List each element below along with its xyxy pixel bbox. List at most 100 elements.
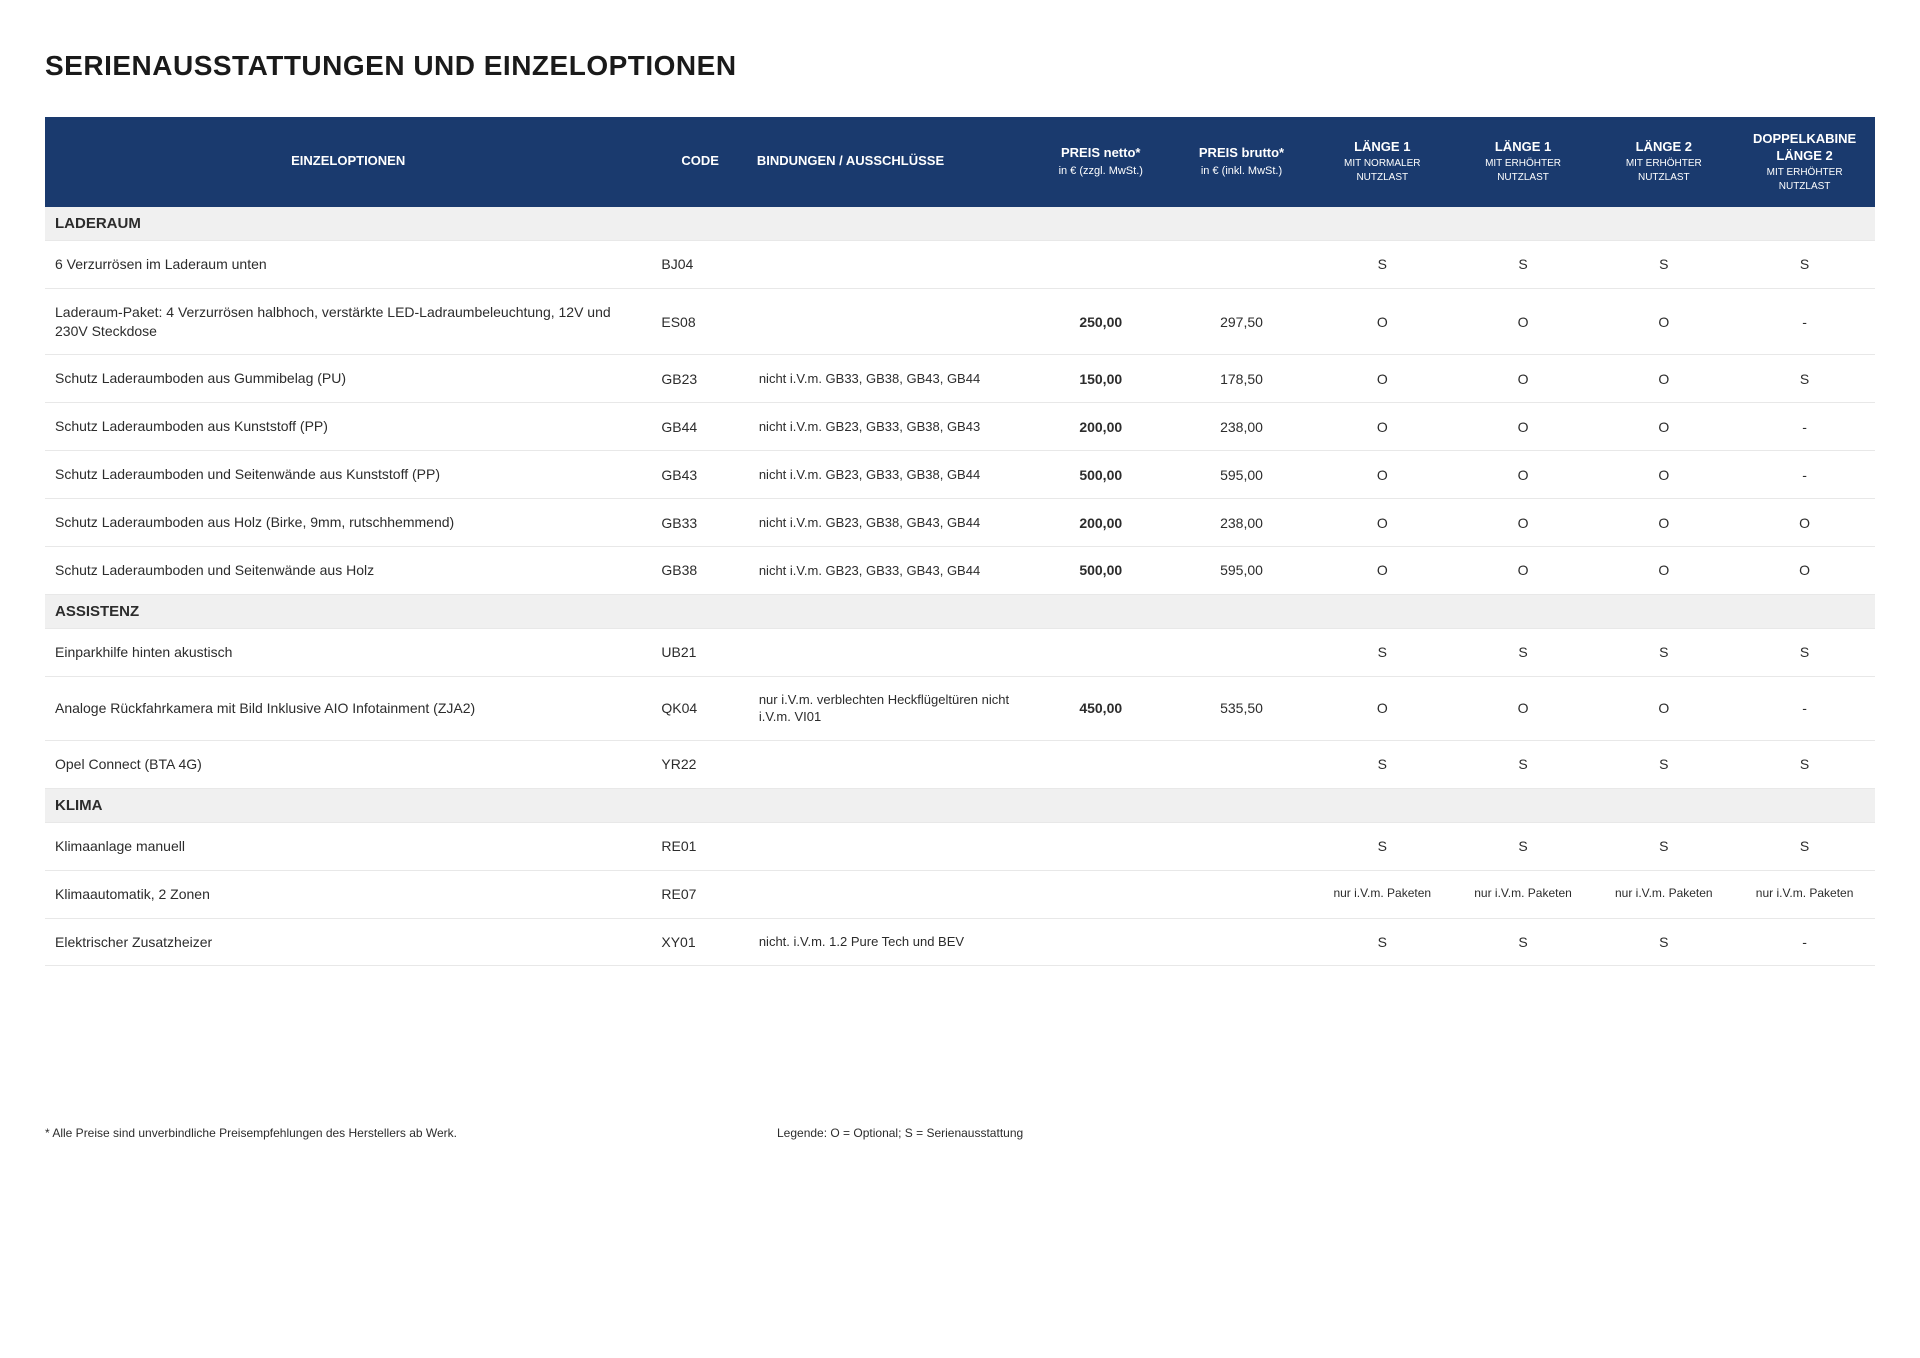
table-body: LADERAUM6 Verzurrösen im Laderaum untenB… xyxy=(45,207,1875,966)
cell-bind xyxy=(749,628,1031,676)
table-row: Opel Connect (BTA 4G)YR22SSSS xyxy=(45,740,1875,788)
section-title: LADERAUM xyxy=(45,207,1875,241)
table-header: EINZELOPTIONEN CODE BINDUNGEN / AUSSCHLÜ… xyxy=(45,117,1875,207)
cell-v4: O xyxy=(1734,547,1875,595)
cell-v2: S xyxy=(1453,240,1594,288)
th-laenge1-normal: LÄNGE 1 MIT NORMALER NUTZLAST xyxy=(1312,117,1453,207)
cell-v4: S xyxy=(1734,628,1875,676)
cell-bind xyxy=(749,822,1031,870)
section-header: KLIMA xyxy=(45,788,1875,822)
footer: * Alle Preise sind unverbindliche Preise… xyxy=(45,1126,1875,1140)
cell-name: Analoge Rückfahrkamera mit Bild Inklusiv… xyxy=(45,676,651,740)
cell-v2: S xyxy=(1453,918,1594,966)
th-preis-brutto: PREIS brutto* in € (inkl. MwSt.) xyxy=(1171,117,1312,207)
cell-v4: O xyxy=(1734,499,1875,547)
cell-bind: nicht i.V.m. GB23, GB33, GB38, GB44 xyxy=(749,451,1031,499)
section-title: ASSISTENZ xyxy=(45,594,1875,628)
cell-netto xyxy=(1030,822,1171,870)
options-table: EINZELOPTIONEN CODE BINDUNGEN / AUSSCHLÜ… xyxy=(45,117,1875,966)
cell-v1: O xyxy=(1312,676,1453,740)
cell-code: GB44 xyxy=(651,403,748,451)
cell-netto: 200,00 xyxy=(1030,499,1171,547)
cell-brutto xyxy=(1171,240,1312,288)
cell-v2: S xyxy=(1453,740,1594,788)
cell-v4: - xyxy=(1734,676,1875,740)
section-title: KLIMA xyxy=(45,788,1875,822)
table-row: Elektrischer ZusatzheizerXY01nicht. i.V.… xyxy=(45,918,1875,966)
cell-v2: O xyxy=(1453,676,1594,740)
cell-name: Klimaautomatik, 2 Zonen xyxy=(45,870,651,918)
cell-v3: O xyxy=(1593,451,1734,499)
cell-v1: S xyxy=(1312,822,1453,870)
table-row: Klimaanlage manuellRE01SSSS xyxy=(45,822,1875,870)
table-row: Schutz Laderaumboden aus Gummibelag (PU)… xyxy=(45,355,1875,403)
th-code: CODE xyxy=(651,117,748,207)
cell-code: XY01 xyxy=(651,918,748,966)
cell-bind: nicht i.V.m. GB23, GB33, GB38, GB43 xyxy=(749,403,1031,451)
cell-v1: S xyxy=(1312,240,1453,288)
cell-v1: S xyxy=(1312,740,1453,788)
cell-v4: S xyxy=(1734,240,1875,288)
table-row: Klimaautomatik, 2 ZonenRE07nur i.V.m. Pa… xyxy=(45,870,1875,918)
cell-code: YR22 xyxy=(651,740,748,788)
cell-v1: O xyxy=(1312,499,1453,547)
cell-code: BJ04 xyxy=(651,240,748,288)
cell-v2: O xyxy=(1453,403,1594,451)
cell-code: GB43 xyxy=(651,451,748,499)
cell-v2: S xyxy=(1453,628,1594,676)
cell-v3: O xyxy=(1593,676,1734,740)
cell-name: Schutz Laderaumboden aus Kunststoff (PP) xyxy=(45,403,651,451)
cell-v2: O xyxy=(1453,547,1594,595)
cell-netto: 450,00 xyxy=(1030,676,1171,740)
cell-name: Klimaanlage manuell xyxy=(45,822,651,870)
cell-bind xyxy=(749,870,1031,918)
cell-v3: S xyxy=(1593,918,1734,966)
th-preis-netto: PREIS netto* in € (zzgl. MwSt.) xyxy=(1030,117,1171,207)
cell-brutto: 178,50 xyxy=(1171,355,1312,403)
cell-v3: O xyxy=(1593,403,1734,451)
cell-brutto: 297,50 xyxy=(1171,288,1312,355)
table-row: 6 Verzurrösen im Laderaum untenBJ04SSSS xyxy=(45,240,1875,288)
cell-brutto xyxy=(1171,822,1312,870)
section-header: ASSISTENZ xyxy=(45,594,1875,628)
page-title: SERIENAUSSTATTUNGEN UND EINZELOPTIONEN xyxy=(45,50,1875,82)
cell-v3: S xyxy=(1593,740,1734,788)
cell-v4: - xyxy=(1734,451,1875,499)
table-row: Laderaum-Paket: 4 Verzurrösen halbhoch, … xyxy=(45,288,1875,355)
cell-bind xyxy=(749,740,1031,788)
cell-netto: 150,00 xyxy=(1030,355,1171,403)
cell-netto: 250,00 xyxy=(1030,288,1171,355)
cell-v2: S xyxy=(1453,822,1594,870)
cell-v4: - xyxy=(1734,403,1875,451)
cell-v4: nur i.V.m. Paketen xyxy=(1734,870,1875,918)
cell-v3: S xyxy=(1593,628,1734,676)
table-row: Schutz Laderaumboden und Seitenwände aus… xyxy=(45,547,1875,595)
cell-v2: O xyxy=(1453,451,1594,499)
cell-name: Opel Connect (BTA 4G) xyxy=(45,740,651,788)
cell-name: Schutz Laderaumboden aus Holz (Birke, 9m… xyxy=(45,499,651,547)
th-einzeloptionen: EINZELOPTIONEN xyxy=(45,117,651,207)
cell-v1: S xyxy=(1312,628,1453,676)
cell-v3: S xyxy=(1593,822,1734,870)
cell-bind: nicht i.V.m. GB23, GB38, GB43, GB44 xyxy=(749,499,1031,547)
cell-v1: O xyxy=(1312,288,1453,355)
cell-netto xyxy=(1030,918,1171,966)
cell-netto xyxy=(1030,240,1171,288)
cell-name: Einparkhilfe hinten akustisch xyxy=(45,628,651,676)
table-row: Schutz Laderaumboden aus Kunststoff (PP)… xyxy=(45,403,1875,451)
cell-brutto xyxy=(1171,740,1312,788)
cell-name: Schutz Laderaumboden aus Gummibelag (PU) xyxy=(45,355,651,403)
cell-netto: 200,00 xyxy=(1030,403,1171,451)
cell-v2: nur i.V.m. Paketen xyxy=(1453,870,1594,918)
cell-code: GB23 xyxy=(651,355,748,403)
cell-code: GB38 xyxy=(651,547,748,595)
footer-note: * Alle Preise sind unverbindliche Preise… xyxy=(45,1126,457,1140)
cell-v2: O xyxy=(1453,288,1594,355)
cell-v3: O xyxy=(1593,547,1734,595)
cell-name: 6 Verzurrösen im Laderaum unten xyxy=(45,240,651,288)
cell-brutto xyxy=(1171,870,1312,918)
cell-v3: S xyxy=(1593,240,1734,288)
cell-bind xyxy=(749,240,1031,288)
cell-brutto xyxy=(1171,918,1312,966)
cell-netto xyxy=(1030,870,1171,918)
